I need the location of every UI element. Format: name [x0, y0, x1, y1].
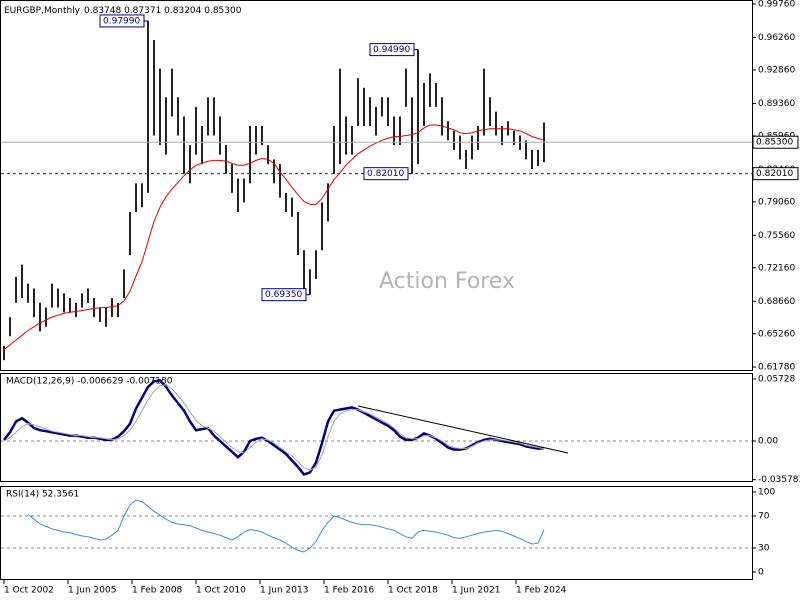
x-tick-label: 1 Oct 2018	[388, 586, 438, 596]
ohlc-values: 0.83748 0.87371 0.83204 0.85300	[84, 6, 242, 16]
y-tick-label: 0.96260	[758, 33, 795, 43]
x-tick-label: 1 Oct 2002	[4, 586, 54, 596]
y-tick-label: 0.68660	[758, 297, 795, 307]
y-tick-label: 70	[758, 512, 770, 522]
y-tick-label: 0.00	[758, 436, 778, 446]
y-tick-label: 0.05728	[758, 374, 795, 384]
chart-title: EURGBP,Monthly	[4, 6, 81, 16]
x-tick-label: 1 Jun 2013	[260, 586, 308, 596]
x-tick-label: 1 Oct 2010	[196, 586, 246, 596]
annotation-box	[99, 14, 145, 28]
y-tick-label: 0.75560	[758, 231, 795, 241]
price-label: 0.82010	[756, 169, 793, 179]
y-tick-label: 0.65260	[758, 329, 795, 339]
annotation-box	[261, 288, 307, 302]
y-tick-label: 100	[758, 488, 775, 498]
watermark: Action Forex	[379, 269, 515, 294]
y-tick-label: 0.92860	[758, 65, 795, 75]
x-tick-label: 1 Jun 2005	[68, 586, 116, 596]
y-tick-label: 0.72160	[758, 263, 795, 273]
y-tick-label: 0.61780	[758, 363, 795, 373]
price-label-box	[752, 135, 799, 149]
y-tick-label: 0.79060	[758, 197, 795, 207]
rsi-title: RSI(14) 52.3561	[6, 490, 79, 500]
price-panel-frame	[0, 0, 753, 371]
x-tick-label: 1 Feb 2016	[324, 586, 375, 596]
trend-line	[357, 405, 569, 454]
macd-panel-frame	[0, 373, 753, 482]
annotation-box	[363, 167, 409, 181]
annotation-label: 0.94990	[373, 45, 410, 55]
x-tick-label: 1 Feb 2024	[516, 586, 567, 596]
series-line	[3, 384, 545, 471]
price-label-box	[752, 167, 799, 181]
annotation-box	[369, 43, 415, 57]
series-line	[27, 499, 545, 553]
y-tick-label: 0	[758, 568, 764, 578]
price-header: EURGBP,Monthly 0.83748 0.87371 0.83204 0.…	[4, 6, 242, 16]
y-tick-label: 0.89360	[758, 99, 795, 109]
annotation-label: 0.82010	[367, 169, 404, 179]
annotation-label: 0.69350	[265, 290, 302, 300]
x-tick-label: 1 Feb 2008	[132, 586, 183, 596]
y-tick-label: -0.035783	[758, 475, 800, 485]
series-line	[3, 124, 545, 350]
annotation-label: 0.97990	[103, 16, 140, 26]
x-tick-label: 1 Jun 2021	[452, 586, 500, 596]
macd-title: MACD(12,26,9) -0.006629 -0.007180	[6, 377, 173, 387]
y-tick-label: 0.99760	[758, 0, 795, 10]
rsi-panel-frame	[0, 486, 753, 580]
y-tick-label: 30	[758, 544, 770, 554]
price-label: 0.85300	[756, 138, 793, 148]
